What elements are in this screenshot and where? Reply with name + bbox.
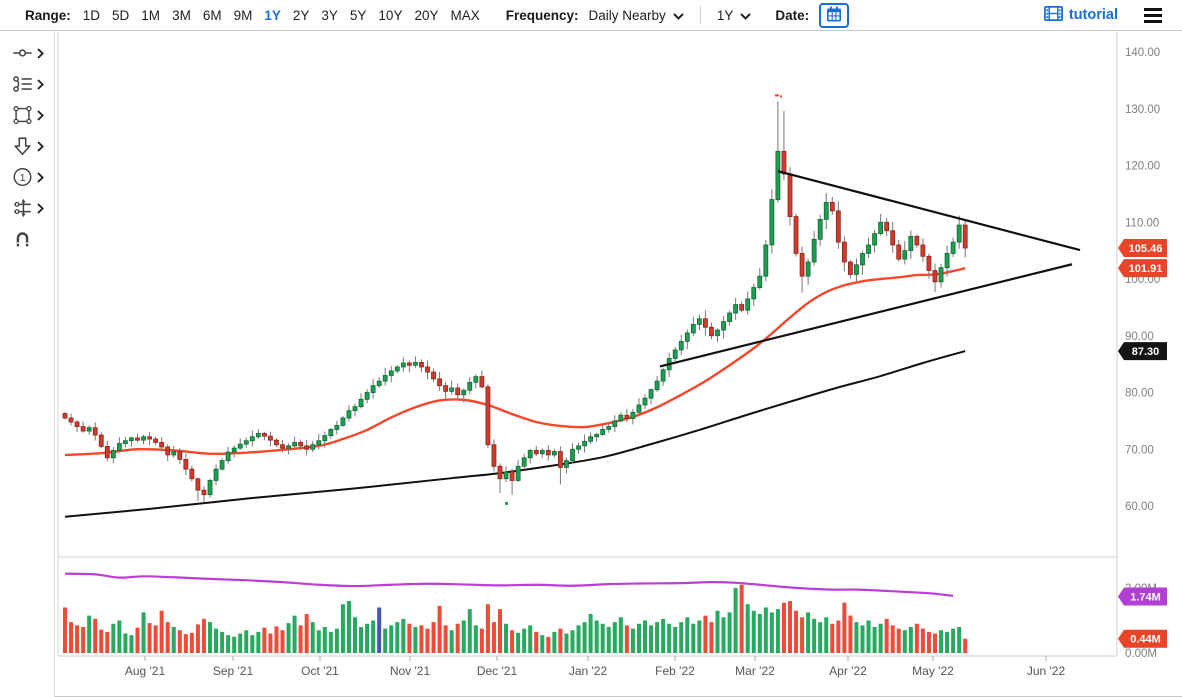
open-interest-line <box>64 572 954 597</box>
chevron-down-icon <box>740 8 752 23</box>
price-volume-chart[interactable]: 140.00130.00120.00110.00100.0090.0080.00… <box>55 31 1182 697</box>
svg-text:110.00: 110.00 <box>1125 217 1159 229</box>
arrow-tool-icon <box>11 135 34 162</box>
panel-frame <box>57 32 1118 657</box>
axis-badges: 105.46 101.91 87.30 1.74M 0.44M <box>1118 239 1167 648</box>
svg-text:Sep '21: Sep '21 <box>213 664 254 678</box>
range-option-5y[interactable]: 5Y <box>349 7 367 23</box>
range-option-20y[interactable]: 20Y <box>414 7 439 23</box>
svg-text:60.00: 60.00 <box>1125 501 1154 513</box>
number-tool-icon: 1 <box>11 166 34 193</box>
number-tool[interactable]: 1 <box>11 166 44 193</box>
main-area: 1 140.00 130.00 120.00 110.00 100.00 90.00 80.… <box>0 31 1182 697</box>
low-price-marker <box>505 501 509 505</box>
trendline-tool[interactable] <box>11 44 44 66</box>
peak-price-marker <box>774 94 779 97</box>
submenu-chevron-icon <box>36 170 44 188</box>
svg-text:80.00: 80.00 <box>1125 388 1154 400</box>
svg-text:70.00: 70.00 <box>1125 444 1154 456</box>
svg-text:Aug '21: Aug '21 <box>125 664 166 678</box>
frequency-select[interactable]: Daily Nearby <box>589 8 684 23</box>
trendline-ascending-support[interactable] <box>659 263 1073 368</box>
black-ma-line <box>64 350 966 518</box>
svg-text:Feb '22: Feb '22 <box>655 664 695 678</box>
range-options: 1D 5D 1M 3M 6M 9M 1Y 2Y 3Y 5Y 10Y 20Y MAX <box>83 8 480 23</box>
submenu-chevron-icon <box>36 201 44 219</box>
period-select[interactable]: 1Y <box>717 8 752 23</box>
svg-text:May '22: May '22 <box>912 664 954 678</box>
range-option-1d[interactable]: 1D <box>82 7 101 23</box>
red-ma-line <box>64 267 966 457</box>
range-label: Range: <box>25 7 71 23</box>
annotation-tool[interactable] <box>11 75 44 97</box>
hamburger-menu-button[interactable] <box>1140 4 1166 27</box>
tutorial-label: tutorial <box>1068 7 1118 23</box>
svg-text:Apr '22: Apr '22 <box>829 664 867 678</box>
range-option-max[interactable]: MAX <box>450 7 480 23</box>
video-icon <box>1043 5 1063 25</box>
svg-text:1.74M: 1.74M <box>1130 591 1161 603</box>
range-option-5d[interactable]: 5D <box>112 7 130 23</box>
measure-tool-icon <box>11 197 34 224</box>
trendline-descending-resistance[interactable] <box>777 170 1081 252</box>
svg-text:101.91: 101.91 <box>1129 263 1163 275</box>
tutorial-link[interactable]: tutorial <box>1043 5 1118 25</box>
date-picker-button[interactable] <box>819 2 850 28</box>
period-value: 1Y <box>716 7 734 23</box>
date-axis: Aug '21 Sep '21 Oct '21 Nov '21 Dec '21 Jan '… <box>125 656 1066 678</box>
svg-text:140.00: 140.00 <box>1125 47 1160 59</box>
range-option-10y[interactable]: 10Y <box>378 7 403 23</box>
frequency-value: Daily Nearby <box>588 7 666 23</box>
shape-tool-icon <box>11 104 34 131</box>
svg-text:0.00M: 0.00M <box>1125 648 1157 660</box>
range-option-1m[interactable]: 1M <box>141 7 161 23</box>
magnet-tool-icon <box>11 228 34 255</box>
submenu-chevron-icon <box>36 139 44 157</box>
magnet-tool[interactable] <box>11 230 44 252</box>
calendar-icon <box>826 6 842 25</box>
svg-text:Oct '21: Oct '21 <box>301 664 339 678</box>
svg-text:Mar '22: Mar '22 <box>735 664 775 678</box>
svg-text:90.00: 90.00 <box>1125 331 1154 343</box>
shape-tool[interactable] <box>11 104 44 131</box>
range-option-3m[interactable]: 3M <box>172 7 191 23</box>
svg-text:130.00: 130.00 <box>1125 104 1160 116</box>
range-option-1y[interactable]: 1Y <box>264 7 281 23</box>
range-option-3y[interactable]: 3Y <box>321 7 338 23</box>
svg-text:Dec '21: Dec '21 <box>477 664 518 678</box>
candlestick-series <box>62 101 968 503</box>
drawing-tools-sidebar: 1 <box>0 31 55 697</box>
svg-text:Jun '22: Jun '22 <box>1027 664 1066 678</box>
hamburger-icon <box>1144 7 1162 11</box>
range-option-2y[interactable]: 2Y <box>292 7 310 23</box>
top-toolbar: Range: 1D 5D 1M 3M 6M 9M 1Y 2Y 3Y 5Y 10Y 20Y MAX Fre… <box>0 0 1182 31</box>
range-option-6m[interactable]: 6M <box>202 7 222 23</box>
measure-tool[interactable] <box>11 197 44 224</box>
svg-text:0.44M: 0.44M <box>1130 634 1161 646</box>
chart-region: 140.00 130.00 120.00 110.00 100.00 90.00 80.00… <box>55 31 1182 697</box>
range-option-9m[interactable]: 9M <box>233 7 253 23</box>
svg-text:105.46: 105.46 <box>1129 243 1163 255</box>
svg-text:120.00: 120.00 <box>1125 161 1160 173</box>
volume-series <box>63 584 968 653</box>
submenu-chevron-icon <box>36 46 44 64</box>
svg-text:1: 1 <box>19 171 25 183</box>
submenu-chevron-icon <box>36 77 44 95</box>
chevron-down-icon <box>673 8 684 23</box>
toolbar-divider <box>699 6 701 24</box>
svg-text:87.30: 87.30 <box>1132 346 1160 358</box>
annotation-tool-icon <box>11 73 34 100</box>
submenu-chevron-icon <box>36 108 44 126</box>
trendline-tool-icon <box>11 42 34 69</box>
arrow-tool[interactable] <box>11 135 44 162</box>
svg-text:Nov '21: Nov '21 <box>390 664 431 678</box>
svg-text:Jan '22: Jan '22 <box>569 664 608 678</box>
frequency-label: Frequency: <box>505 7 579 23</box>
date-label: Date: <box>775 7 810 23</box>
